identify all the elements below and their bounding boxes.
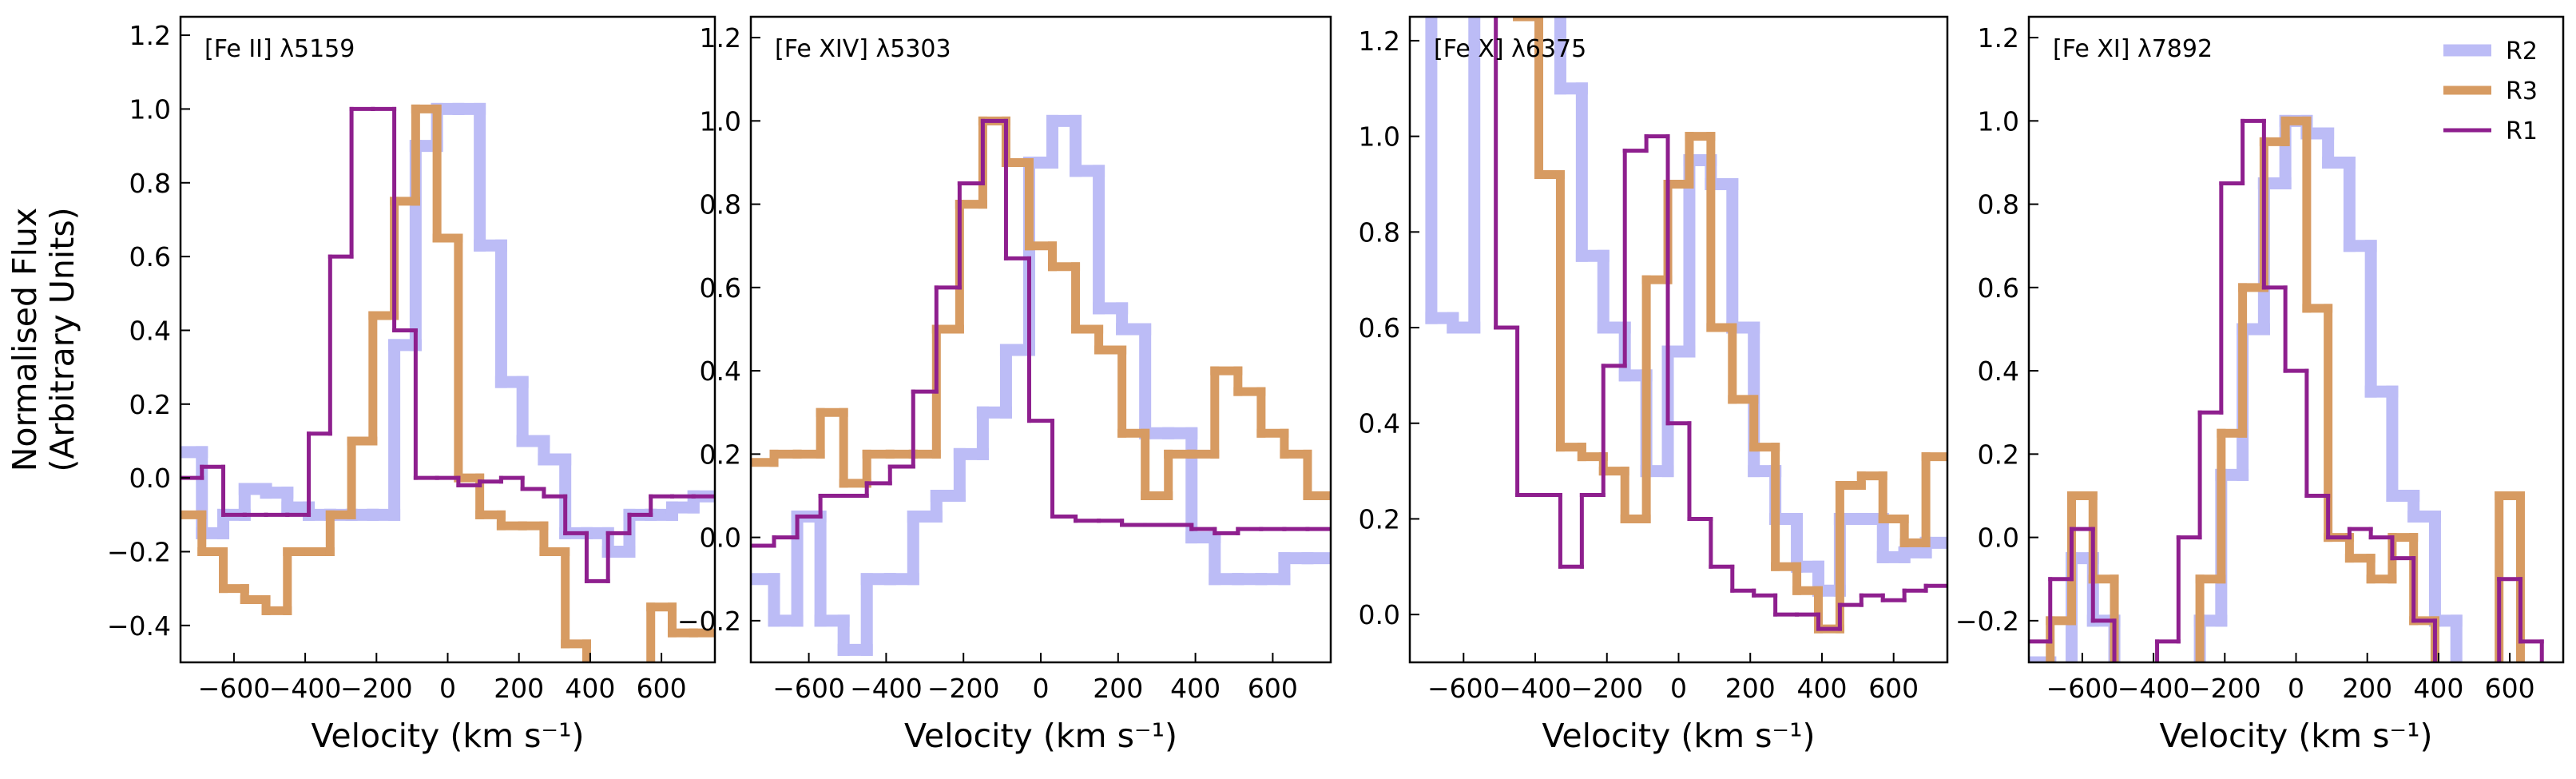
x-tick-label: −400 [2118, 673, 2190, 704]
y-tick-label: −0.2 [677, 606, 741, 637]
y-tick-label: 0.8 [1978, 189, 2019, 221]
series-r3 [751, 116, 1331, 500]
x-tick-label: 0 [2288, 673, 2304, 704]
x-tick-label: 0 [1670, 673, 1687, 704]
y-tick-label: 0.8 [129, 168, 171, 199]
plot-area [1425, 17, 1947, 634]
panel-annotation: [Fe XI] λ7892 [2053, 35, 2213, 63]
series-r3 [181, 104, 715, 662]
x-tick-label: 400 [1170, 673, 1221, 704]
axes-frame [2027, 15, 2565, 664]
legend: R2 R3 R1 [2443, 38, 2538, 145]
x-tick-label: 0 [439, 673, 456, 704]
axes-frame [749, 15, 1332, 664]
series-r2 [181, 102, 715, 558]
series-r2 [1425, 17, 1947, 597]
x-tick-label: −200 [1570, 673, 1643, 704]
y-tick-label: 1.2 [1978, 22, 2019, 54]
legend-label: R2 [2506, 38, 2538, 66]
series-r3 [1513, 17, 1947, 634]
y-tick-label: 0.4 [700, 356, 741, 387]
y-tick-label: 0.0 [1978, 523, 2019, 554]
y-tick-label: −0.2 [107, 536, 171, 567]
x-axis-label: Velocity (km s⁻¹) [904, 717, 1177, 755]
x-tick-label: −600 [198, 673, 271, 704]
x-tick-label: 400 [2413, 673, 2463, 704]
y-tick-label: 0.6 [129, 241, 171, 272]
x-tick-label: 200 [494, 673, 544, 704]
y-tick-label: 0.4 [129, 315, 171, 346]
x-axis-label: Velocity (km s⁻¹) [311, 717, 584, 755]
panel-annotation: [Fe X] λ6375 [1434, 35, 1586, 63]
panel: −0.2 0.0 0.2 0.4 0.6 0.8 1.0 1.2 −600−400−200 0 20… [677, 15, 1332, 755]
axes-frame [1408, 15, 1949, 664]
y-tick-label: 0.2 [1359, 503, 1400, 535]
plot-area [181, 102, 715, 662]
y-axis-label: Normalised Flux [6, 208, 44, 472]
y-tick-label: 0.0 [700, 523, 741, 554]
x-tick-label: −200 [340, 673, 413, 704]
series-r2 [751, 114, 1331, 656]
x-tick-label: 400 [1796, 673, 1847, 704]
x-tick-label: −200 [2189, 673, 2261, 704]
y-tick-label: 0.2 [129, 389, 171, 420]
panel: −0.4 −0.2 0.0 0.2 0.4 0.6 0.8 1.0 1.2 −600−400−20… [6, 15, 716, 755]
legend-label: R1 [2506, 117, 2538, 145]
series-r1 [751, 118, 1331, 548]
legend-label: R3 [2506, 78, 2538, 105]
y-tick-label: −0.2 [1955, 606, 2019, 637]
x-tick-label: 200 [2342, 673, 2392, 704]
x-tick-label: 600 [637, 673, 687, 704]
x-tick-label: −400 [850, 673, 923, 704]
x-tick-label: −200 [927, 673, 1000, 704]
y-tick-label: 0.6 [1359, 312, 1400, 344]
x-tick-label: 200 [1725, 673, 1776, 704]
y-axis-label: (Arbitrary Units) [43, 207, 81, 471]
y-tick-label: 0.8 [1359, 217, 1400, 248]
series-r1 [2029, 118, 2544, 662]
series-r3 [2046, 116, 2525, 662]
x-tick-label: −600 [1427, 673, 1500, 704]
panel-annotation: [Fe II] λ5159 [204, 35, 355, 63]
x-tick-label: −600 [2046, 673, 2119, 704]
y-tick-label: 0.4 [1978, 356, 2019, 387]
x-tick-label: −400 [1499, 673, 1572, 704]
plot-area [2029, 114, 2544, 662]
panel: −0.2 0.0 0.2 0.4 0.6 0.8 1.0 1.2 −600−400−200 0 20… [1955, 15, 2565, 755]
y-tick-label: 1.0 [1359, 121, 1400, 153]
panel-annotation: [Fe XIV] λ5303 [775, 35, 951, 63]
series-r2 [2029, 114, 2463, 662]
y-tick-label: 1.0 [1978, 105, 2019, 137]
y-tick-label: −0.4 [107, 610, 171, 642]
y-tick-label: 0.4 [1359, 408, 1400, 439]
series-r1 [1494, 17, 1947, 631]
y-tick-label: 1.2 [1359, 26, 1400, 57]
y-tick-label: 1.2 [129, 20, 171, 51]
y-tick-label: 0.6 [700, 272, 741, 304]
x-axis-label: Velocity (km s⁻¹) [2159, 717, 2432, 755]
x-tick-label: 400 [565, 673, 615, 704]
plot-area [751, 114, 1331, 656]
y-tick-label: 0.0 [129, 463, 171, 494]
y-tick-label: 0.6 [1978, 272, 2019, 304]
y-tick-label: 0.2 [1978, 439, 2019, 470]
x-tick-label: 0 [1033, 673, 1050, 704]
x-tick-label: 600 [2485, 673, 2535, 704]
y-tick-label: 1.0 [700, 105, 741, 137]
y-tick-label: 0.0 [1359, 599, 1400, 630]
x-axis-label: Velocity (km s⁻¹) [1542, 717, 1815, 755]
series-r1 [181, 106, 715, 583]
y-tick-label: 1.0 [129, 93, 171, 125]
y-tick-label: 0.2 [700, 439, 741, 470]
x-tick-label: −400 [269, 673, 342, 704]
y-tick-label: 1.2 [700, 22, 741, 54]
x-tick-label: 600 [1248, 673, 1298, 704]
x-tick-label: 200 [1093, 673, 1143, 704]
panel: 0.0 0.2 0.4 0.6 0.8 1.0 1.2 −600 −400 −200 0 200 400… [1359, 15, 1949, 755]
x-tick-label: 600 [1868, 673, 1919, 704]
y-tick-label: 0.8 [700, 189, 741, 221]
x-tick-label: −600 [772, 673, 845, 704]
